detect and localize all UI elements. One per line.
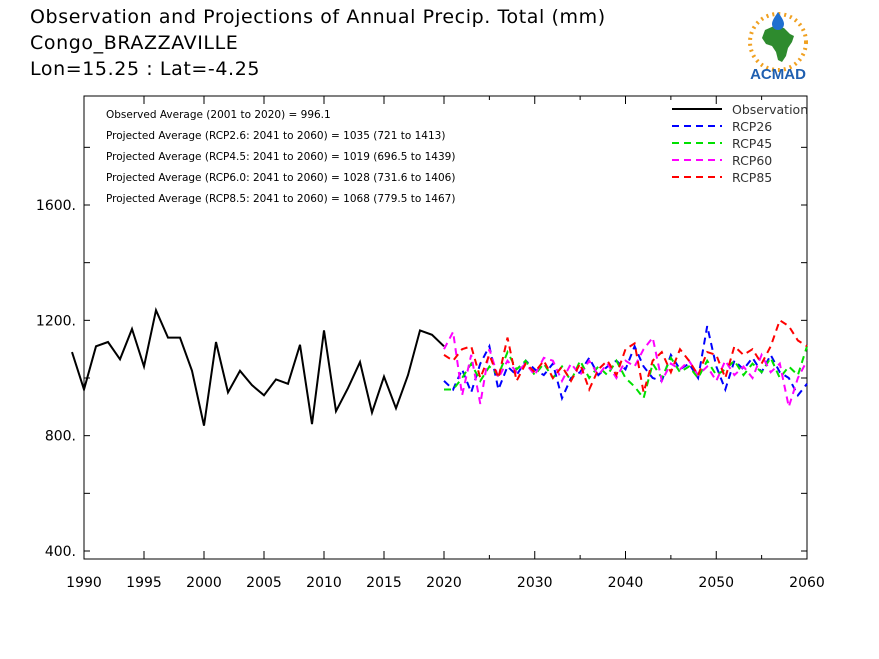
legend-label-rcp85: RCP85 (732, 170, 772, 185)
chart-subtitle-location: Congo_BRAZZAVILLE (30, 32, 239, 54)
legend-label-rcp45: RCP45 (732, 136, 772, 151)
logo-text: ACMAD (750, 66, 806, 83)
series-line-rcp26 (443, 325, 808, 402)
annotation-rcp85-average: Projected Average (RCP8.5: 2041 to 2060)… (106, 193, 455, 205)
africa-map-icon (762, 26, 794, 62)
x-tick-label: 2040 (608, 575, 644, 591)
x-tick-label: 2050 (698, 575, 734, 591)
x-tick-label: 2020 (426, 575, 462, 591)
x-tick-label: 2015 (366, 575, 402, 591)
annotation-rcp26-average: Projected Average (RCP2.6: 2041 to 2060)… (106, 130, 445, 142)
legend-label-rcp60: RCP60 (732, 153, 772, 168)
legend-label-rcp26: RCP26 (732, 119, 772, 134)
y-tick-label: 1200. (36, 313, 76, 329)
series-line-rcp45 (444, 345, 808, 401)
series-line-observation (71, 306, 445, 426)
acmad-logo: ACMAD (748, 12, 808, 83)
axis-ticks: 400. 800. 1200. 1600. 1990 1995 2000 2005 2010 20… (36, 96, 825, 591)
annotation-observed-average: Observed Average (2001 to 2020) = 996.1 (106, 109, 331, 121)
series-line-rcp60 (443, 328, 808, 411)
legend: Observation RCP26 RCP45 RCP60 RCP85 (672, 102, 808, 185)
series-lines (71, 306, 808, 426)
chart-title: Observation and Projections of Annual Pr… (30, 6, 606, 28)
chart-subtitle-coordinates: Lon=15.25 : Lat=-4.25 (30, 58, 261, 80)
y-tick-label: 800. (45, 429, 76, 445)
y-tick-label: 1600. (36, 198, 76, 214)
legend-label-observation: Observation (732, 102, 808, 117)
x-tick-label: 1995 (126, 575, 162, 591)
x-tick-label: 1990 (66, 575, 102, 591)
plot-frame (83, 95, 808, 560)
annotation-rcp45-average: Projected Average (RCP4.5: 2041 to 2060)… (106, 151, 455, 163)
annotation-rcp60-average: Projected Average (RCP6.0: 2041 to 2060)… (106, 172, 455, 184)
series-line-rcp85 (443, 318, 808, 393)
raindrop-icon (772, 12, 784, 30)
y-tick-label: 400. (45, 544, 76, 560)
x-tick-label: 2030 (517, 575, 553, 591)
x-tick-label: 2005 (246, 575, 282, 591)
sun-rays-icon (748, 12, 808, 72)
average-annotations: Observed Average (2001 to 2020) = 996.1 … (106, 109, 455, 205)
x-tick-label: 2010 (306, 575, 342, 591)
x-tick-label: 2000 (186, 575, 222, 591)
x-tick-label: 2060 (789, 575, 825, 591)
